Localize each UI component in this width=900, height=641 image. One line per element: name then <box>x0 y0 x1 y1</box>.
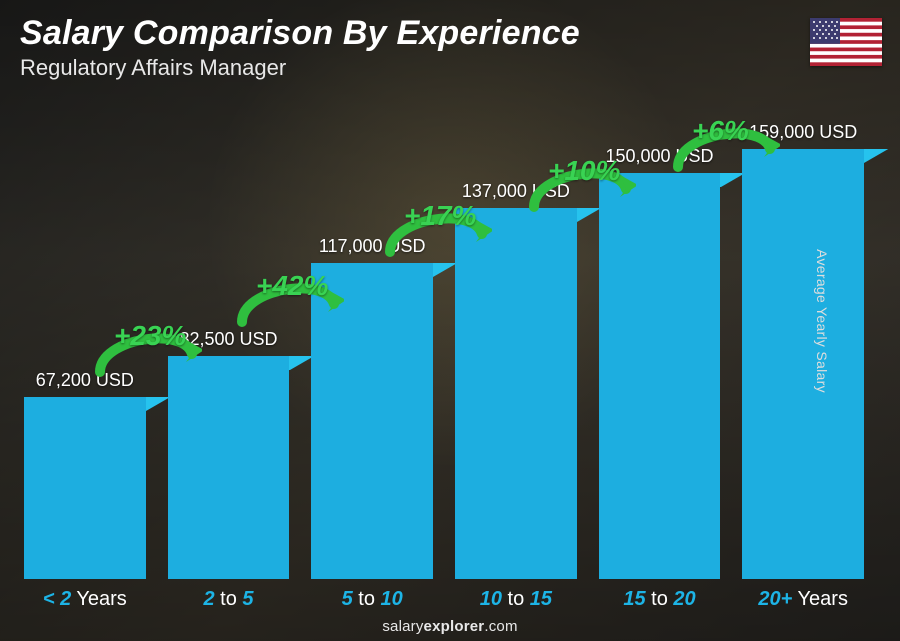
bar-shape <box>168 356 290 579</box>
footer-prefix: salary <box>382 618 423 635</box>
pct-text: +10% <box>548 155 620 187</box>
xaxis-label-1: 2 to 5 <box>168 588 290 611</box>
pct-badge-3: +10% <box>526 159 636 215</box>
xaxis-label-3: 10 to 15 <box>455 588 577 611</box>
infographic-stage: Salary Comparison By Experience Regulato… <box>0 0 900 641</box>
bar-shape <box>455 208 577 579</box>
pct-text: +42% <box>256 270 328 302</box>
bar-shape <box>599 173 721 579</box>
xaxis: < 2 Years 2 to 5 5 to 10 10 to 15 15 to 20 20… <box>24 588 864 611</box>
bar-shape <box>742 149 864 579</box>
bar-front-face <box>742 149 864 579</box>
yaxis-label: Average Yearly Salary <box>814 249 830 393</box>
footer-bold: explorer <box>424 618 485 635</box>
main-title: Salary Comparison By Experience <box>20 14 580 53</box>
bar-chart: 67,200 USD82,500 USD117,000 USD137,000 U… <box>24 99 864 579</box>
pct-text: +17% <box>404 200 476 232</box>
pct-badge-0: +23% <box>92 324 202 380</box>
pct-badge-1: +42% <box>234 274 344 330</box>
pct-badge-4: +6% <box>670 119 780 175</box>
pct-text: +23% <box>114 320 186 352</box>
xaxis-label-4: 15 to 20 <box>599 588 721 611</box>
bar-front-face <box>599 173 721 579</box>
footer-attribution: salaryexplorer.com <box>0 618 900 635</box>
pct-text: +6% <box>692 115 749 147</box>
bar-front-face <box>455 208 577 579</box>
xaxis-label-5: 20+ Years <box>742 588 864 611</box>
bar-front-face <box>168 356 290 579</box>
bar-0: 67,200 USD <box>24 370 146 579</box>
subtitle: Regulatory Affairs Manager <box>20 55 580 81</box>
bar-shape <box>24 397 146 579</box>
bar-front-face <box>24 397 146 579</box>
xaxis-label-0: < 2 Years <box>24 588 146 611</box>
bar-5: 159,000 USD <box>742 122 864 579</box>
xaxis-label-2: 5 to 10 <box>311 588 433 611</box>
us-flag-icon <box>810 18 882 66</box>
footer-suffix: .com <box>484 618 517 635</box>
pct-badge-2: +17% <box>382 204 492 260</box>
title-block: Salary Comparison By Experience Regulato… <box>20 14 580 81</box>
